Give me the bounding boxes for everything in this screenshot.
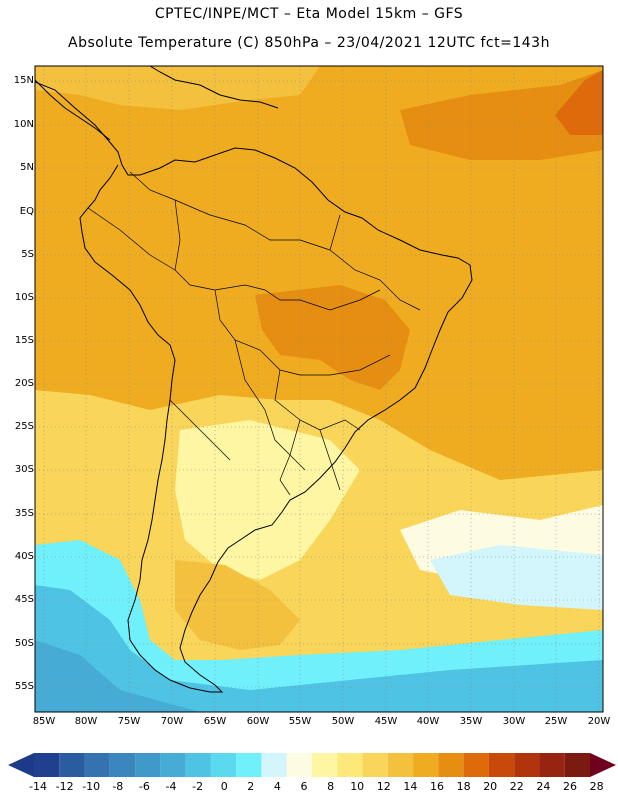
lat-label: 5S xyxy=(21,249,34,260)
lon-label: 25W xyxy=(544,716,568,727)
colorbar-label: 8 xyxy=(327,780,335,793)
coastline-central-america xyxy=(35,79,111,141)
colorbar-cell xyxy=(488,753,515,777)
lon-label: 80W xyxy=(74,716,98,727)
colder-region-pacific xyxy=(35,585,603,712)
colorbar-label: -8 xyxy=(112,780,124,793)
colorbar-label: 16 xyxy=(430,780,444,793)
lat-label: 5N xyxy=(20,162,34,173)
country-borders xyxy=(87,171,421,496)
lon-label: 50W xyxy=(331,716,355,727)
lat-label: 30S xyxy=(14,464,34,475)
pale-yellow-region xyxy=(175,420,360,580)
colorbar-cell xyxy=(261,753,287,777)
coldest-region-southwest xyxy=(35,640,200,712)
colorbar-cell xyxy=(539,753,565,777)
colorbar-cell xyxy=(210,753,237,777)
warm-tongue-patagonia xyxy=(175,560,300,650)
lon-label: 20W xyxy=(587,716,611,727)
colorbar-label: 20 xyxy=(483,780,498,793)
colorbar-cell xyxy=(362,753,388,777)
colorbar-label: -2 xyxy=(192,780,204,793)
colorbar-label: -12 xyxy=(55,780,74,793)
colorbar-cell xyxy=(514,753,540,777)
lon-label: 40W xyxy=(416,716,440,727)
warm-core-central-brazil xyxy=(255,285,410,390)
colorbar-cell xyxy=(438,753,464,777)
temperature-map xyxy=(34,65,604,713)
map-frame xyxy=(34,65,604,713)
lat-label: 25S xyxy=(14,421,34,432)
lon-label: 65W xyxy=(203,716,227,727)
colorbar-cell xyxy=(84,753,110,777)
lat-label: 40S xyxy=(14,551,34,562)
colorbar-cell xyxy=(185,753,211,777)
lat-label: 45S xyxy=(14,594,34,605)
cool-band-atlantic-north xyxy=(35,66,320,110)
lat-label: 55S xyxy=(14,681,34,692)
lat-label: 50S xyxy=(14,638,34,649)
colorbar-cell xyxy=(387,753,414,777)
map-title-line-2: Absolute Temperature (C) 850hPa – 23/04/… xyxy=(68,35,550,51)
colorbar-cell xyxy=(135,753,161,777)
colorbar-label: 14 xyxy=(403,780,418,793)
colorbar-label: 18 xyxy=(456,780,471,793)
coastline-caribbean xyxy=(149,66,279,109)
colorbar-label: 0 xyxy=(220,780,228,793)
colorbar-label: -6 xyxy=(138,780,150,793)
colorbar-cell xyxy=(337,753,363,777)
colorbar-label: 6 xyxy=(300,780,308,793)
lat-label: 10S xyxy=(14,292,34,303)
temperature-colorbar xyxy=(8,753,616,777)
lon-label: 55W xyxy=(288,716,312,727)
colorbar-label: -10 xyxy=(82,780,101,793)
colorbar-label: 12 xyxy=(376,780,391,793)
map-title-line-1: CPTEC/INPE/MCT – Eta Model 15km – GFS xyxy=(154,6,464,22)
colorbar-cell xyxy=(286,753,312,777)
lat-label: 20S xyxy=(14,378,34,389)
hot-patch-northeast-corner xyxy=(555,70,603,135)
lat-label: 15N xyxy=(13,75,34,86)
lon-label: 30W xyxy=(502,716,526,727)
colorbar-label: 2 xyxy=(247,780,255,793)
colorbar-label: -14 xyxy=(29,780,47,793)
colorbar-cell xyxy=(463,753,489,777)
lon-label: 75W xyxy=(117,716,141,727)
colorbar-cell xyxy=(312,753,338,777)
colorbar-cell xyxy=(160,753,186,777)
colorbar-under-arrow xyxy=(8,753,34,777)
colorbar-cell xyxy=(236,753,262,777)
coastline xyxy=(35,66,473,693)
colorbar-label: 24 xyxy=(536,780,551,793)
colorbar-label: 26 xyxy=(563,780,577,793)
light-blue-region-atlantic xyxy=(430,545,603,610)
colorbar-label: 28 xyxy=(589,780,604,793)
colorbar-cell xyxy=(413,753,439,777)
colorbar-label: -4 xyxy=(165,780,177,793)
lon-label: 35W xyxy=(459,716,483,727)
colorbar-cell xyxy=(564,753,590,777)
colorbar-cell xyxy=(109,753,136,777)
warm-patch-atlantic-north xyxy=(400,70,603,160)
colorbar-label: 22 xyxy=(509,780,524,793)
lat-label: EQ xyxy=(19,206,34,217)
lon-label: 45W xyxy=(374,716,398,727)
colorbar-cell xyxy=(59,753,85,777)
lat-label: 35S xyxy=(14,508,34,519)
cold-region-pacific xyxy=(35,540,603,712)
graticule xyxy=(35,66,603,712)
lat-label: 15S xyxy=(14,335,34,346)
lon-label: 70W xyxy=(160,716,184,727)
colorbar-over-arrow xyxy=(590,753,616,777)
colorbar-label: 10 xyxy=(350,780,365,793)
lon-label: 85W xyxy=(32,716,56,727)
colorbar-cell xyxy=(34,753,60,777)
colorbar-label: 4 xyxy=(273,780,281,793)
lon-label: 60W xyxy=(246,716,270,727)
lat-label: 10N xyxy=(13,119,34,130)
